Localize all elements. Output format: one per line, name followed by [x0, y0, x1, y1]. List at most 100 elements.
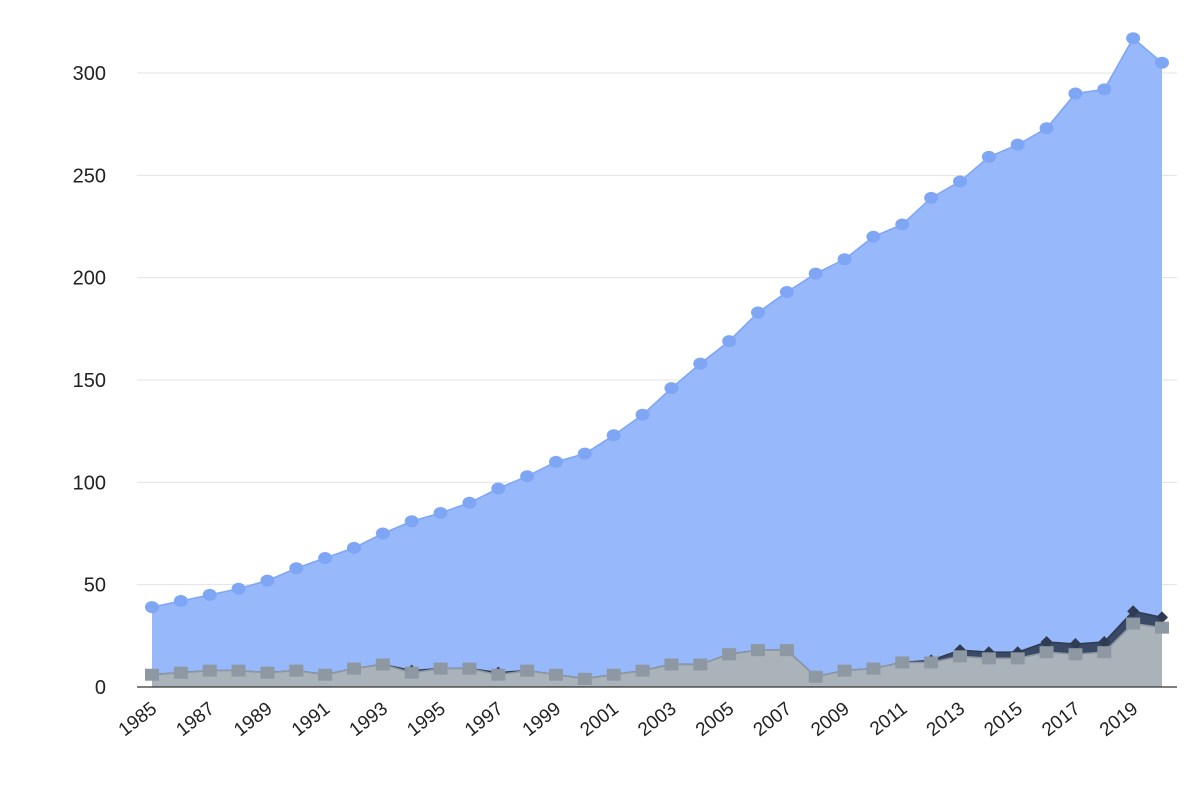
- x-tick-label: 2011: [866, 698, 911, 740]
- x-tick-label: 2003: [634, 698, 680, 741]
- data-point-series-3: [635, 664, 650, 677]
- data-point-series-3: [491, 668, 506, 681]
- data-point-series-3: [231, 664, 246, 677]
- data-point-series-1: [347, 541, 361, 554]
- x-tick-label: 2019: [1096, 698, 1142, 741]
- x-tick-label: 1997: [461, 698, 507, 741]
- data-point-series-3: [924, 656, 939, 669]
- data-point-series-3: [981, 652, 996, 665]
- x-tick-label: 2015: [981, 698, 1027, 741]
- data-point-series-1: [808, 267, 823, 280]
- x-tick-label: 1987: [173, 698, 219, 741]
- data-point-series-3: [779, 644, 794, 657]
- y-tick-label: 200: [73, 268, 106, 290]
- data-point-series-3: [693, 658, 708, 671]
- data-point-series-1: [751, 306, 765, 319]
- data-point-series-1: [779, 285, 794, 298]
- data-point-series-3: [462, 662, 477, 675]
- data-point-series-1: [895, 218, 910, 231]
- data-point-series-3: [895, 656, 910, 669]
- data-point-series-3: [1010, 652, 1025, 665]
- data-point-series-3: [173, 666, 188, 679]
- data-point-series-3: [866, 662, 881, 675]
- data-point-series-1: [1126, 32, 1141, 45]
- x-tick-label: 2001: [577, 698, 623, 741]
- data-point-series-2: [1156, 611, 1168, 624]
- x-tick-label: 2005: [692, 698, 738, 741]
- data-point-series-3: [577, 672, 592, 685]
- y-tick-label: 0: [95, 677, 106, 699]
- data-point-series-1: [260, 574, 275, 587]
- data-point-series-1: [173, 595, 188, 608]
- data-point-series-3: [1126, 617, 1141, 630]
- data-point-series-1: [924, 191, 939, 204]
- data-point-series-2: [1127, 605, 1140, 618]
- x-tick-label: 1995: [403, 698, 449, 741]
- data-point-series-3: [520, 664, 535, 677]
- x-tick-label: 2017: [1038, 698, 1084, 741]
- y-tick-label: 50: [84, 575, 106, 597]
- series-areas: [151, 36, 1163, 687]
- data-point-series-3: [1155, 621, 1169, 634]
- data-point-series-3: [433, 662, 448, 675]
- data-point-series-1: [953, 175, 967, 188]
- y-tick-label: 150: [73, 370, 106, 392]
- series-markers: [145, 32, 1169, 685]
- data-point-series-1: [1010, 138, 1025, 151]
- data-point-series-3: [549, 668, 563, 681]
- data-point-series-1: [1039, 122, 1054, 135]
- y-tick-label: 300: [73, 63, 106, 85]
- data-point-series-1: [318, 552, 333, 565]
- data-point-series-3: [1039, 646, 1054, 659]
- data-point-series-3: [260, 666, 275, 679]
- data-point-series-3: [1097, 646, 1112, 659]
- x-tick-label: 2013: [923, 698, 969, 741]
- data-point-series-1: [375, 527, 390, 540]
- data-point-series-1: [433, 507, 448, 520]
- data-point-series-3: [404, 666, 419, 679]
- data-point-series-3: [808, 670, 823, 683]
- data-point-series-1: [1097, 83, 1112, 96]
- data-point-series-1: [145, 601, 159, 614]
- data-point-series-2: [1098, 635, 1111, 648]
- data-point-series-1: [520, 470, 535, 483]
- data-point-series-1: [1155, 56, 1169, 69]
- x-tick-label: 2007: [750, 698, 796, 741]
- data-point-series-1: [404, 515, 419, 528]
- data-point-series-3: [202, 664, 217, 677]
- data-point-series-1: [664, 382, 679, 395]
- data-point-series-1: [635, 408, 650, 421]
- x-tick-label: 1991: [288, 698, 334, 741]
- data-point-series-1: [549, 455, 563, 468]
- data-point-series-3: [953, 650, 967, 663]
- data-point-series-1: [722, 335, 737, 348]
- data-point-series-2: [1069, 638, 1082, 651]
- data-point-series-1: [1068, 87, 1083, 100]
- data-point-series-1: [202, 588, 217, 601]
- data-point-series-3: [606, 668, 621, 681]
- data-point-series-3: [751, 644, 765, 657]
- data-point-series-1: [231, 582, 246, 595]
- x-tick-label: 2009: [807, 698, 853, 741]
- x-tick-label: 1985: [115, 698, 161, 741]
- data-point-series-1: [693, 357, 708, 370]
- data-point-series-3: [664, 658, 679, 671]
- data-point-series-3: [347, 662, 361, 675]
- data-point-series-1: [981, 150, 996, 163]
- data-point-series-3: [375, 658, 390, 671]
- data-point-series-3: [837, 664, 852, 677]
- data-point-series-1: [577, 447, 592, 460]
- data-point-series-1: [606, 429, 621, 442]
- y-tick-label: 100: [73, 472, 106, 494]
- series-area-1: [152, 38, 1162, 687]
- x-tick-label: 1993: [346, 698, 392, 741]
- data-point-series-3: [145, 668, 159, 681]
- y-axis-ticks: 0 50 100 150 200 250 300: [73, 63, 106, 699]
- data-point-series-3: [318, 668, 333, 681]
- data-point-series-1: [289, 562, 304, 575]
- data-point-series-1: [462, 496, 477, 509]
- data-point-series-1: [491, 482, 506, 495]
- data-point-series-3: [722, 648, 737, 661]
